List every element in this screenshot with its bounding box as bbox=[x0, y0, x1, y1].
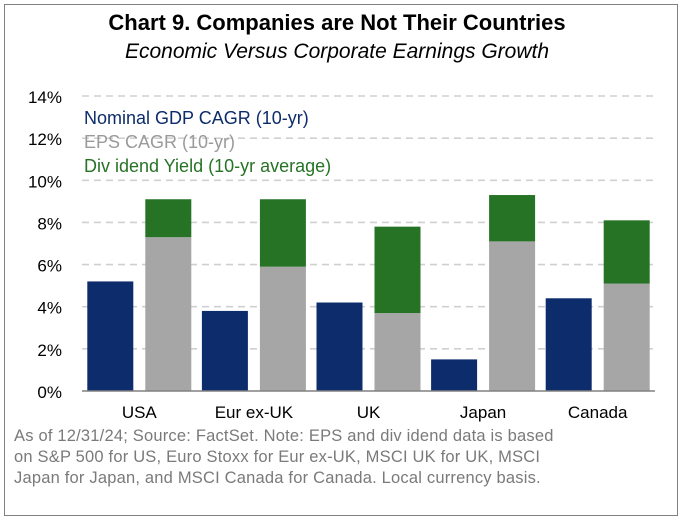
bar-gdp-eur-ex-uk bbox=[201, 310, 248, 391]
legend-entry: Div idend Yield (10-yr average) bbox=[84, 156, 331, 176]
chart-title: Chart 9. Companies are Not Their Countri… bbox=[108, 10, 566, 35]
x-tick-label: USA bbox=[122, 403, 158, 422]
source-note-line-3: Japan for Japan, and MSCI Canada for Can… bbox=[14, 469, 541, 487]
bar-div-canada bbox=[603, 220, 650, 284]
bar-gdp-uk bbox=[316, 302, 363, 391]
bar-gdp-japan bbox=[431, 359, 478, 391]
source-note: As of 12/31/24; Source: FactSet. Note: E… bbox=[14, 426, 674, 489]
y-tick-label: 14% bbox=[28, 88, 62, 107]
bar-div-uk bbox=[374, 226, 421, 314]
bar-gdp-usa bbox=[87, 281, 134, 391]
bar-gdp-canada bbox=[545, 298, 592, 391]
x-tick-label: UK bbox=[357, 403, 381, 422]
y-tick-label: 10% bbox=[28, 172, 62, 191]
bar-eps-canada bbox=[603, 283, 650, 391]
y-tick-label: 2% bbox=[37, 341, 62, 360]
y-tick-label: 6% bbox=[37, 257, 62, 276]
source-note-line-2: on S&P 500 for US, Euro Stoxx for Eur ex… bbox=[14, 448, 541, 466]
y-tick-label: 8% bbox=[37, 214, 62, 233]
bar-eps-usa bbox=[145, 237, 192, 391]
bar-eps-uk bbox=[374, 313, 421, 391]
y-tick-label: 0% bbox=[37, 383, 62, 402]
source-note-line-1: As of 12/31/24; Source: FactSet. Note: E… bbox=[14, 427, 554, 445]
x-tick-label: Japan bbox=[460, 403, 506, 422]
bar-eps-eur-ex-uk bbox=[259, 266, 306, 391]
y-tick-label: 4% bbox=[37, 299, 62, 318]
legend-entry: Nominal GDP CAGR (10-yr) bbox=[84, 108, 309, 128]
chart-frame bbox=[4, 4, 678, 516]
x-tick-label: Canada bbox=[568, 403, 628, 422]
x-tick-label: Eur ex-UK bbox=[215, 403, 294, 422]
bar-div-japan bbox=[489, 195, 536, 242]
y-tick-label: 12% bbox=[28, 130, 62, 149]
bar-div-eur-ex-uk bbox=[259, 199, 306, 267]
chart-subtitle: Economic Versus Corporate Earnings Growt… bbox=[124, 40, 550, 63]
legend-entry: EPS CAGR (10-yr) bbox=[84, 132, 235, 152]
bar-div-usa bbox=[145, 199, 192, 238]
bar-eps-japan bbox=[489, 241, 536, 391]
